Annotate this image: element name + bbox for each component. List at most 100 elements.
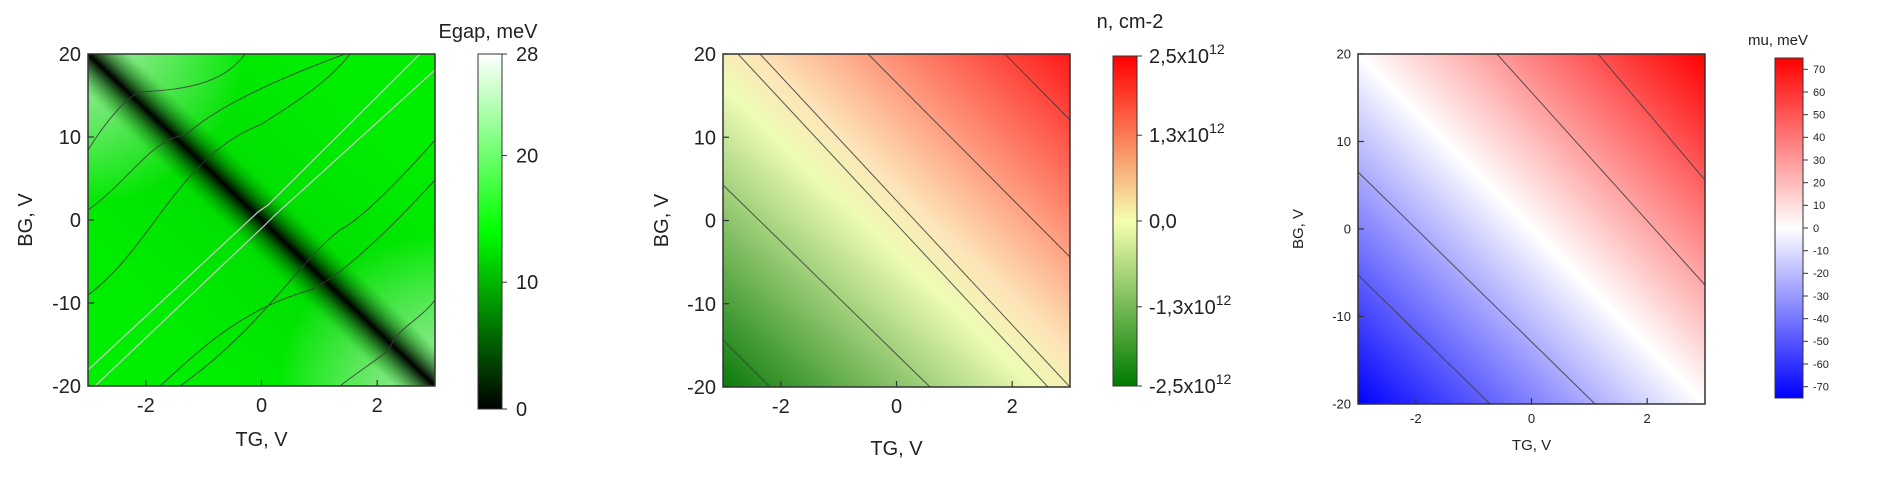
x-tick-label: -2 [1410, 411, 1422, 426]
colorbar-tick-label: 30 [1813, 155, 1825, 167]
x-tick-label: 0 [256, 395, 267, 417]
y-tick-label: 20 [1337, 47, 1351, 62]
y-tick-label: -20 [52, 376, 81, 398]
colorbar-tick-label: 50 [1813, 110, 1825, 122]
colorbar-tick-label: 1,3x1012 [1149, 120, 1225, 147]
colorbar-tick-label: -50 [1813, 336, 1829, 348]
y-tick-label: 10 [1337, 134, 1351, 149]
colorbar-tick-label: -30 [1813, 291, 1829, 303]
y-tick-label: -10 [52, 293, 81, 315]
colorbar-tick-text: 10 [516, 272, 538, 294]
colorbar-tick-text: 20 [1813, 178, 1825, 190]
y-tick-label: 0 [70, 210, 81, 232]
y-tick-label: -10 [687, 294, 716, 316]
colorbar-tick-text: 50 [1813, 110, 1825, 122]
colorbar-tick-text: 2,5x10 [1149, 46, 1209, 68]
y-tick-label: 0 [1344, 222, 1351, 237]
x-axis-label: TG, V [870, 438, 923, 460]
contour-lines-egap-light [88, 54, 435, 386]
y-axis-label: BG, V [15, 193, 37, 247]
colorbar-tick-text: 0,0 [1149, 211, 1177, 233]
colorbar-tick-text: -70 [1813, 382, 1829, 394]
colorbar-tick-text: -50 [1813, 336, 1829, 348]
colorbar-tick-label: 28 [516, 44, 538, 66]
colorbar-tick-label: 0 [516, 399, 527, 421]
colorbar-tick-label: -20 [1813, 268, 1829, 280]
colorbar-tick-label: 10 [1813, 200, 1825, 212]
y-tick-label: 20 [694, 44, 716, 66]
heatmap-egap [88, 54, 435, 386]
colorbar-tick-text: -10 [1813, 246, 1829, 258]
x-tick-label: 2 [372, 395, 383, 417]
colorbar-tick-label: -2,5x1012 [1149, 371, 1232, 398]
contour-lines-mu [1358, 54, 1705, 404]
x-tick-label: 0 [1528, 411, 1535, 426]
colorbar-title-egap: Egap, meV [439, 21, 539, 43]
y-tick-label: 20 [59, 44, 81, 66]
colorbar-tick-text: 28 [516, 44, 538, 66]
y-tick-label: -20 [1332, 397, 1351, 412]
colorbar-tick-label: -1,3x1012 [1149, 292, 1232, 319]
contour-lines-egap [88, 54, 435, 386]
colorbar-egap [477, 53, 503, 410]
x-tick-label: 0 [891, 396, 902, 418]
colorbar-tick-text: 30 [1813, 155, 1825, 167]
colorbar-tick-label: -40 [1813, 314, 1829, 326]
y-tick-label: -10 [1332, 309, 1351, 324]
colorbar-tick-exponent: 12 [1209, 120, 1225, 136]
y-tick-label: 10 [694, 127, 716, 149]
colorbar-tick-text: -1,3x10 [1149, 297, 1216, 319]
colorbar-tick-label: 60 [1813, 87, 1825, 99]
heatmap-mu [1358, 54, 1705, 404]
colorbar-tick-label: -10 [1813, 246, 1829, 258]
colorbar-tick-label: -60 [1813, 359, 1829, 371]
y-tick-label: 10 [59, 127, 81, 149]
colorbar-density [1112, 55, 1138, 387]
heatmap-density [723, 54, 1070, 387]
colorbar-tick-text: 20 [516, 145, 538, 167]
colorbar-tick-text: 60 [1813, 87, 1825, 99]
colorbar-title-density: n, cm-2 [1097, 11, 1164, 33]
x-tick-label: 2 [1644, 411, 1651, 426]
x-tick-label: -2 [137, 395, 155, 417]
colorbar-ticks-mu: 70 60 50 40 30 20 10 0 -10 -20 -30 -40 -50 -60 -70 [1803, 64, 1829, 394]
x-tick-label: 2 [1007, 396, 1018, 418]
colorbar-tick-text: -40 [1813, 314, 1829, 326]
colorbar-tick-text: 70 [1813, 64, 1825, 76]
x-tick-label: -2 [772, 396, 790, 418]
colorbar-tick-label: 0 [1813, 223, 1819, 235]
y-axis-label: BG, V [1290, 209, 1307, 249]
colorbar-tick-label: 40 [1813, 132, 1825, 144]
x-axis-label: TG, V [1512, 437, 1551, 454]
colorbar-tick-exponent: 12 [1216, 371, 1232, 387]
colorbar-tick-label: 10 [516, 272, 538, 294]
colorbar-tick-text: 10 [1813, 200, 1825, 212]
colorbar-tick-text: 40 [1813, 132, 1825, 144]
colorbar-tick-text: 0 [1813, 223, 1819, 235]
colorbar-tick-exponent: 12 [1209, 41, 1225, 57]
colorbar-tick-label: 20 [516, 145, 538, 167]
y-tick-label: 0 [705, 211, 716, 233]
y-axis-label: BG, V [651, 193, 673, 247]
colorbar-tick-exponent: 12 [1216, 292, 1232, 308]
colorbar-tick-label: 2,5x1012 [1149, 41, 1225, 68]
x-axis-label: TG, V [235, 429, 288, 451]
colorbar-tick-text: -20 [1813, 268, 1829, 280]
colorbar-ticks-egap: 0 10 20 28 [502, 44, 538, 421]
colorbar-tick-text: 0 [516, 399, 527, 421]
colorbar-title-mu: mu, meV [1748, 32, 1808, 49]
colorbar-tick-label: 0,0 [1149, 211, 1177, 233]
colorbar-tick-label: -70 [1813, 382, 1829, 394]
colorbar-tick-text: -60 [1813, 359, 1829, 371]
colorbar-tick-text: 1,3x10 [1149, 125, 1209, 147]
colorbar-tick-text: -30 [1813, 291, 1829, 303]
colorbar-tick-label: 70 [1813, 64, 1825, 76]
